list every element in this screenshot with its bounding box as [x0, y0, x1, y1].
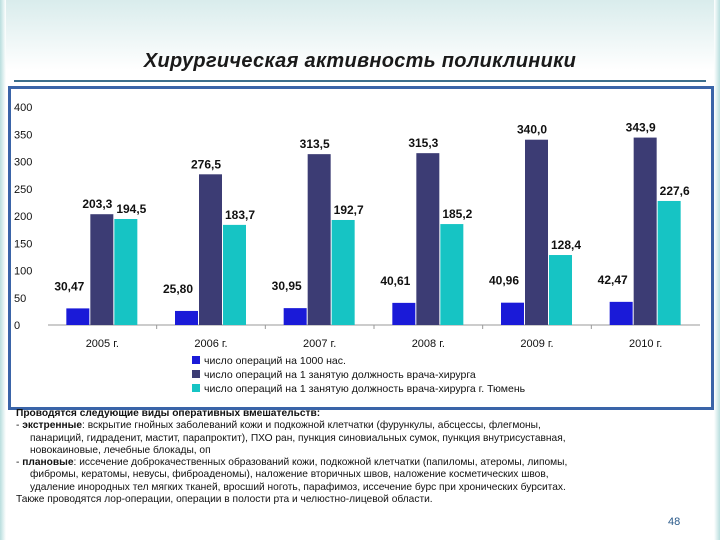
- slide-title: Хирургическая активность поликлиники: [143, 50, 577, 72]
- data-label: 25,80: [163, 282, 193, 296]
- data-label: 203,3: [82, 197, 112, 211]
- planned-label: плановые: [22, 457, 74, 469]
- bar-1: [416, 153, 440, 325]
- legend-swatch: [192, 370, 200, 378]
- page-number: 48: [668, 516, 681, 528]
- legend-label: число операций на 1 занятую должность вр…: [204, 369, 476, 381]
- x-tick-label: 2006 г.: [194, 338, 227, 350]
- data-label: 276,5: [191, 157, 221, 171]
- legend-label: число операций на 1 занятую должность вр…: [204, 383, 526, 395]
- x-tick-label: 2010 г.: [629, 338, 662, 350]
- data-label: 192,7: [334, 203, 364, 217]
- footer-line: Также проводятся лор-операции, операции …: [16, 494, 433, 506]
- data-label: 30,95: [272, 279, 302, 293]
- y-tick-label: 100: [14, 266, 32, 278]
- data-label: 185,2: [442, 207, 472, 221]
- data-label: 343,9: [626, 121, 656, 135]
- y-tick-label: 0: [14, 320, 20, 332]
- x-tick-label: 2007 г.: [303, 338, 336, 350]
- bar-chart: 0 50 100 150 200 250 300 350 400 30,47 203,3 194,5 2…: [14, 102, 700, 395]
- data-label: 128,4: [551, 238, 581, 252]
- data-label: 183,7: [225, 208, 255, 222]
- legend-swatch: [192, 384, 200, 392]
- bar-0: [283, 308, 307, 325]
- data-label: 340,0: [517, 123, 547, 137]
- emergency-line-2: панариций, гидраденит, мастит, парапрокт…: [30, 432, 566, 444]
- bar-0: [392, 302, 416, 325]
- bar-2: [440, 224, 464, 325]
- data-label: 313,5: [300, 137, 330, 151]
- planned-line-3: удаление инородных тел мягких тканей, вр…: [30, 481, 566, 493]
- data-label: 42,47: [598, 273, 628, 287]
- emergency-text: : вскрытие гнойных заболеваний кожи и по…: [82, 420, 541, 432]
- planned-line-2: фибромы, кератомы, невусы, фиброаденомы)…: [30, 469, 549, 481]
- data-label: 227,6: [660, 184, 690, 198]
- slide-right-edge: [714, 0, 720, 540]
- x-tick-label: 2008 г.: [412, 338, 445, 350]
- bar-2: [223, 224, 246, 325]
- emergency-line-3: новокаиновые, лечебные блокады, оп: [30, 444, 211, 456]
- bar-1: [90, 214, 114, 325]
- y-tick-label: 250: [14, 184, 32, 196]
- data-label: 40,96: [489, 274, 519, 288]
- bar-1: [633, 137, 657, 325]
- bar-1: [525, 139, 548, 325]
- operations-description: Проводятся следующие виды оперативных вм…: [16, 408, 706, 506]
- y-tick-label: 400: [14, 102, 32, 114]
- data-label: 194,5: [116, 202, 146, 216]
- bar-0: [175, 310, 198, 325]
- bar-0: [609, 301, 633, 325]
- bar-2: [549, 255, 572, 325]
- operations-heading: Проводятся следующие виды оперативных вм…: [16, 408, 321, 419]
- x-tick-label: 2009 г.: [520, 338, 553, 350]
- slide-left-edge: [0, 0, 6, 540]
- y-tick-label: 350: [14, 129, 32, 141]
- bar-2: [331, 219, 355, 325]
- bar-2: [114, 218, 138, 325]
- data-label: 30,47: [54, 279, 84, 293]
- planned-paragraph: - плановые: иссечение доброкачественных …: [16, 457, 568, 469]
- bar-2: [657, 200, 681, 325]
- x-tick-label: 2005 г.: [86, 338, 119, 350]
- y-tick-label: 50: [14, 293, 26, 305]
- bar-1: [307, 154, 331, 325]
- data-label: 40,61: [380, 274, 410, 288]
- y-tick-label: 300: [14, 157, 32, 169]
- data-label: 315,3: [408, 136, 438, 150]
- emergency-label: экстренные: [22, 420, 83, 432]
- legend-label: число операций на 1000 нас.: [204, 355, 346, 367]
- emergency-paragraph: - экстренные: вскрытие гнойных заболеван…: [16, 420, 541, 432]
- legend-swatch: [192, 356, 200, 364]
- y-tick-label: 150: [14, 238, 32, 250]
- y-tick-label: 200: [14, 211, 32, 223]
- planned-text: : иссечение доброкачественных образовани…: [73, 457, 568, 469]
- title-divider: [14, 80, 706, 82]
- bar-0: [66, 308, 90, 325]
- bar-0: [501, 302, 524, 325]
- bar-1: [199, 174, 222, 325]
